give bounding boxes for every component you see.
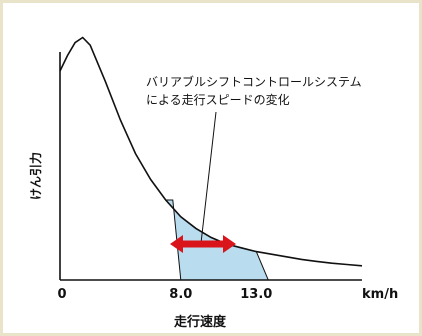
annotation-leader-line: [200, 111, 217, 244]
traction-curve: [59, 36, 363, 267]
annotation-line-1: バリアブルシフトコントロールシステム: [146, 74, 362, 89]
speed-change-arrow: [170, 235, 236, 253]
x-tick-label: 0: [57, 287, 66, 302]
x-tick-label: 13.0: [240, 287, 272, 302]
x-tick-label: 8.0: [169, 287, 192, 302]
x-axis-title: 走行速度: [174, 314, 227, 330]
x-tick-labels: 0 8.0 13.0: [57, 287, 272, 302]
x-unit-label: km/h: [362, 287, 398, 302]
annotation-line-2: による走行スピードの変化: [146, 92, 290, 107]
y-axis-title: けん引力: [28, 152, 43, 200]
red-double-arrow: [170, 235, 236, 253]
